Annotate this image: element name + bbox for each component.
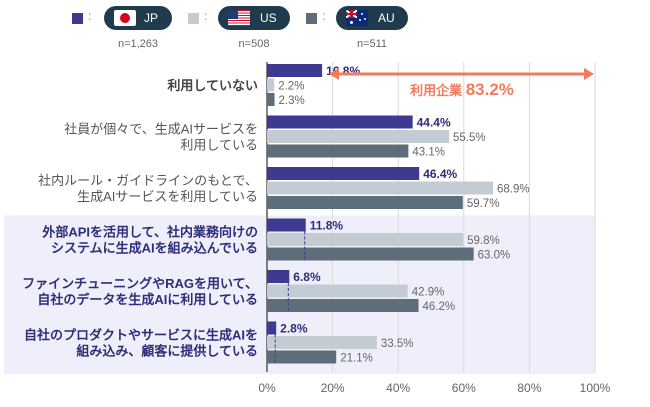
bar-au bbox=[267, 196, 463, 209]
category-label: 自社のデータを生成AIに利用している bbox=[37, 292, 258, 307]
x-tick-label: 60% bbox=[452, 381, 476, 395]
data-label: 59.7% bbox=[467, 198, 500, 210]
jp-flag-icon bbox=[114, 10, 136, 26]
x-tick-label: 100% bbox=[580, 381, 611, 395]
category-label: 社員が個々で、生成AIサービスを bbox=[64, 122, 258, 137]
data-label: 16.8% bbox=[326, 64, 360, 78]
category-label: 生成AIサービスを利用している bbox=[77, 189, 258, 204]
legend-pill-au: AU bbox=[336, 6, 408, 30]
x-tick-label: 80% bbox=[517, 381, 541, 395]
category-label: システムに生成AIを組み込んでいる bbox=[51, 241, 258, 256]
bar-au bbox=[267, 247, 474, 261]
bar-us bbox=[267, 130, 450, 143]
legend-label-us: US bbox=[260, 11, 277, 25]
legend-swatch-jp bbox=[72, 13, 83, 24]
bar-jp bbox=[267, 218, 306, 232]
bar-jp bbox=[267, 64, 323, 77]
bar-us bbox=[267, 284, 408, 298]
legend-colon: : bbox=[322, 9, 326, 23]
legend-label-jp: JP bbox=[144, 11, 159, 25]
category-label: 利用していない bbox=[167, 78, 258, 93]
data-label: 44.4% bbox=[417, 116, 451, 130]
bar-jp bbox=[267, 167, 420, 180]
legend-colon: : bbox=[204, 9, 208, 23]
bar-au bbox=[267, 144, 409, 158]
data-label: 55.5% bbox=[453, 132, 486, 144]
category-label: 社内ルール・ガイドラインのもとで、 bbox=[38, 173, 258, 188]
bar-jp bbox=[267, 115, 413, 129]
bar-us bbox=[267, 78, 275, 92]
annotation-arrow-head-left bbox=[329, 68, 339, 80]
legend-pill-jp: JP bbox=[104, 6, 172, 30]
bar-au bbox=[267, 93, 275, 106]
x-tick-label: 0% bbox=[258, 381, 276, 395]
category-label: ファインチューニングやRAGを用いて、 bbox=[22, 276, 258, 291]
au-flag-icon bbox=[346, 10, 368, 26]
category-label: 利用している bbox=[180, 138, 258, 153]
category-label: 自社のプロダクトやサービスに生成AIを bbox=[24, 328, 258, 343]
bar-us bbox=[267, 233, 464, 246]
data-label: 21.1% bbox=[340, 353, 373, 365]
annotation-label-text: 利用企業 bbox=[410, 83, 466, 98]
legend-n-us: n=508 bbox=[238, 38, 270, 50]
bar-jp bbox=[267, 270, 290, 283]
data-label: 33.5% bbox=[381, 338, 414, 350]
data-label: 6.8% bbox=[293, 270, 321, 284]
us-flag-icon bbox=[228, 10, 250, 26]
legend-n-jp: n=1,263 bbox=[117, 38, 159, 50]
annotation-label: 利用企業 83.2% bbox=[410, 80, 514, 99]
data-label: 2.3% bbox=[279, 95, 305, 107]
data-label: 43.1% bbox=[412, 147, 445, 159]
category-label: 外部APIを活用して、社内業務向けの bbox=[41, 225, 258, 240]
data-label: 11.8% bbox=[310, 219, 344, 233]
annotation-value: 83.2% bbox=[466, 80, 514, 99]
data-label: 68.9% bbox=[497, 184, 530, 196]
legend-colon: : bbox=[88, 9, 92, 23]
bar-us bbox=[267, 336, 377, 349]
data-label: 46.4% bbox=[423, 167, 457, 181]
bar-au bbox=[267, 299, 419, 312]
x-tick-label: 40% bbox=[386, 381, 410, 395]
data-label: 2.8% bbox=[280, 322, 308, 336]
annotation-arrow-head-right bbox=[584, 68, 594, 80]
data-label: 42.9% bbox=[412, 287, 445, 299]
data-label: 63.0% bbox=[478, 250, 511, 262]
category-label: 組み込み、顧客に提供している bbox=[76, 344, 258, 359]
legend-swatch-us bbox=[188, 13, 199, 24]
legend-label-au: AU bbox=[378, 11, 395, 25]
data-label: 59.8% bbox=[467, 235, 500, 247]
x-tick-label: 20% bbox=[321, 381, 345, 395]
legend-swatch-au bbox=[306, 13, 317, 24]
bar-au bbox=[267, 350, 337, 364]
data-label: 46.2% bbox=[423, 301, 456, 313]
legend-pill-us: US bbox=[218, 6, 290, 30]
data-label: 2.2% bbox=[278, 81, 304, 93]
bar-jp bbox=[267, 321, 277, 335]
bar-us bbox=[267, 181, 493, 195]
legend-n-au: n=511 bbox=[356, 38, 388, 50]
